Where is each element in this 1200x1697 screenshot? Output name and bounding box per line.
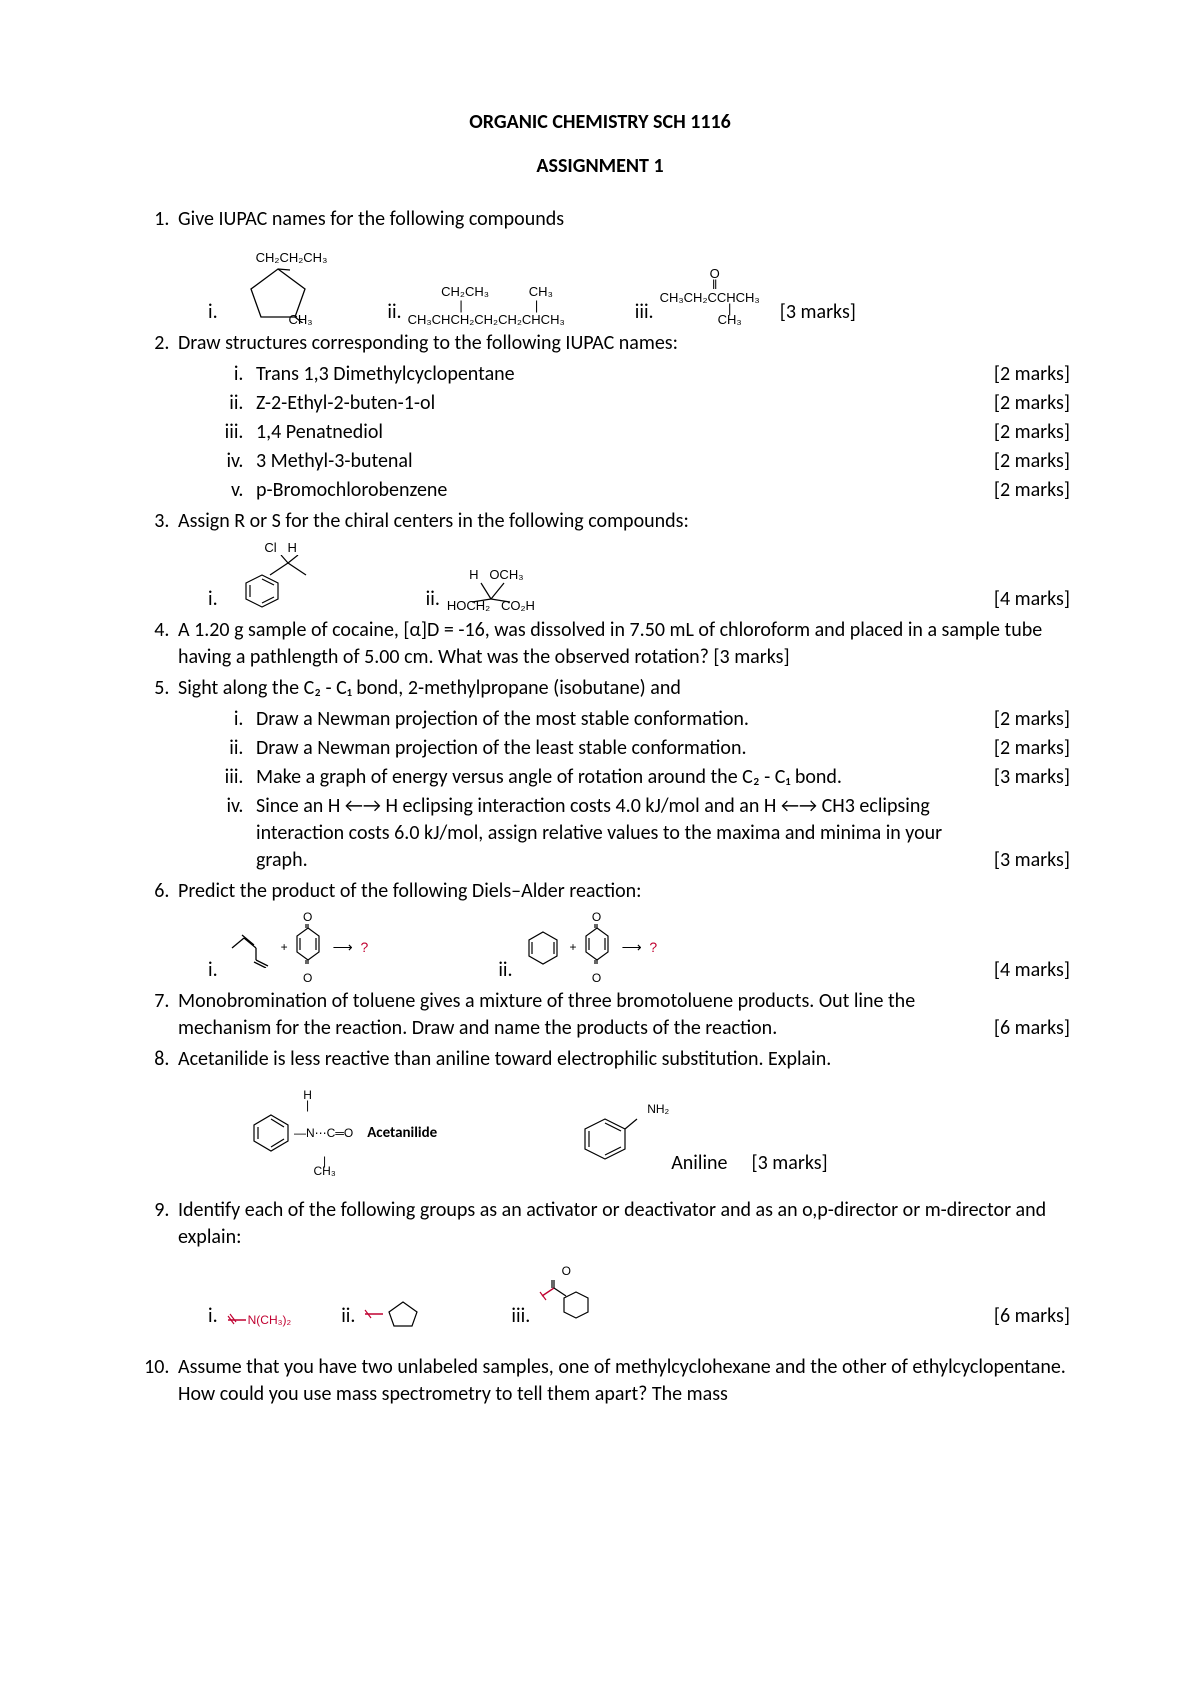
q2-iii: 1,4 Penatnediol[2 marks] (248, 419, 1070, 446)
q9-roman-i: i. (208, 1303, 218, 1330)
q8-figures: H | —N⋯C═O | CH₃ (208, 1089, 1070, 1177)
q3: Assign R or S for the chiral centers in … (174, 508, 1070, 613)
q3-marks: [4 marks] (994, 586, 1070, 613)
q1-fig-iii-main: CH₃CH₂CCHCH₃ (660, 291, 760, 305)
q6-figures: i. + O (208, 911, 1070, 984)
q2-sublist: Trans 1,3 Dimethylcyclopentane[2 marks] … (178, 361, 1070, 504)
q8-label-aniline: Aniline (671, 1150, 727, 1177)
q6-roman-i: i. (208, 957, 218, 984)
q9-fig-i: N(CH₃)₂ (226, 1310, 292, 1330)
q3-roman-ii: ii. (426, 586, 440, 613)
q3-figures: i. Cl H ii. (208, 541, 1070, 613)
q7: Monobromination of toluene gives a mixtu… (174, 988, 1070, 1042)
q3-text: Assign R or S for the chiral centers in … (178, 509, 689, 533)
q1-fig-ii-top: CH₂CH₃ CH₃ (419, 285, 552, 299)
page: ORGANIC CHEMISTRY SCH 1116 ASSIGNMENT 1 … (0, 0, 1200, 1697)
q6-fig-ii: + O O ⟶ ? (521, 911, 658, 984)
q3-fig-i: Cl H (226, 541, 336, 613)
q9-roman-ii: ii. (341, 1303, 355, 1330)
q9-fig-ii (363, 1298, 421, 1330)
q6: Predict the product of the following Die… (174, 878, 1070, 984)
q10: Assume that you have two unlabeled sampl… (174, 1354, 1070, 1408)
q3-roman-i: i. (208, 586, 218, 613)
q1-fig-iii-sub: CH₃ (718, 313, 742, 327)
q2-v: p-Bromochlorobenzene[2 marks] (248, 477, 1070, 504)
q6-text: Predict the product of the following Die… (178, 879, 642, 903)
q4: A 1.20 g sample of cocaine, [α]D = -16, … (174, 617, 1070, 671)
q5-sublist: Draw a Newman projection of the most sta… (178, 706, 1070, 874)
q5: Sight along the C₂ - C₁ bond, 2-methylpr… (174, 675, 1070, 874)
q8-marks: [3 marks] (752, 1150, 828, 1177)
q4-text: A 1.20 g sample of cocaine, [α]D = -16, … (178, 618, 1042, 669)
q7-marks: [6 marks] (994, 1015, 1070, 1042)
q9-roman-iii: iii. (511, 1303, 530, 1330)
q1-fig-ii: CH₂CH₃ CH₃ | | CH₃CHCH₂CH₂CH₂CHCH₃ (408, 285, 565, 326)
acyl-cyclohexane-icon (538, 1278, 594, 1322)
q1-fig-i-bot: CH₃ (288, 313, 312, 327)
quinone-icon (293, 924, 323, 964)
q5-iii: Make a graph of energy versus angle of r… (248, 764, 1070, 791)
bond-zigzag-icon-2 (363, 1304, 385, 1324)
q6-marks: [4 marks] (994, 957, 1070, 984)
q9-figures: i. N(CH₃)₂ ii. (208, 1265, 1070, 1330)
q1-figures: i. CH₂CH₂CH₃ CH₃ ii. CH₂CH₃ CH₃ (208, 251, 1070, 326)
q6-roman-ii: ii. (498, 957, 512, 984)
cyclohexadiene-icon (521, 928, 565, 968)
q9: Identify each of the following groups as… (174, 1197, 1070, 1330)
q5-i: Draw a Newman projection of the most sta… (248, 706, 1070, 733)
q3-fig-i-svg (226, 555, 336, 613)
q1: Give IUPAC names for the following compo… (174, 206, 1070, 326)
q1-fig-i: CH₂CH₂CH₃ CH₃ (228, 251, 328, 326)
question-list: Give IUPAC names for the following compo… (130, 206, 1070, 1408)
q1-fig-iii: O ‖ CH₃CH₂CCHCH₃ | CH₃ (660, 267, 760, 326)
q2-text: Draw structures corresponding to the fol… (178, 331, 678, 355)
q1-roman-i: i. (208, 299, 218, 326)
q1-roman-iii: iii. (635, 299, 654, 326)
q8-acetanilide: H | —N⋯C═O | CH₃ (248, 1089, 437, 1177)
q9-text: Identify each of the following groups as… (178, 1198, 1046, 1249)
q3-fig-ii: H OCH₃ HOCH₂ CO₂H (446, 568, 536, 613)
benzene-icon (248, 1111, 294, 1155)
q5-iv: Since an H ←→ H eclipsing interaction co… (248, 793, 1070, 874)
q8-label-acet: Acetanilide (367, 1123, 437, 1143)
q1-text: Give IUPAC names for the following compo… (178, 207, 564, 231)
bond-zigzag-icon (226, 1310, 248, 1330)
q9-fig-iii: O (538, 1265, 594, 1330)
q2-iv: 3 Methyl-3-butenal[2 marks] (248, 448, 1070, 475)
q8-aniline: NH₂ Aniline (577, 1109, 727, 1177)
page-title: ORGANIC CHEMISTRY SCH 1116 (130, 110, 1070, 134)
q5-text: Sight along the C₂ - C₁ bond, 2-methylpr… (178, 676, 681, 700)
quinone-icon-2 (582, 924, 612, 964)
q1-marks: [3 marks] (780, 299, 856, 326)
page-subtitle: ASSIGNMENT 1 (130, 154, 1070, 178)
q7-text: Monobromination of toluene gives a mixtu… (178, 988, 948, 1042)
q2-ii: Z-2-Ethyl-2-buten-1-ol[2 marks] (248, 390, 1070, 417)
q1-fig-ii-main: CH₃CHCH₂CH₂CH₂CHCH₃ (408, 313, 565, 327)
q5-ii: Draw a Newman projection of the least st… (248, 735, 1070, 762)
q2: Draw structures corresponding to the fol… (174, 330, 1070, 504)
q1-roman-ii: ii. (387, 299, 401, 326)
q9-marks: [6 marks] (994, 1303, 1070, 1330)
diene-i-icon (226, 928, 276, 968)
q6-fig-i: + O O ⟶ ? (226, 911, 369, 984)
q8: Acetanilide is less reactive than anilin… (174, 1046, 1070, 1177)
benzene-aniline-icon (577, 1109, 647, 1169)
quinone-ii: O O (582, 911, 612, 984)
cyclopentane-small-icon (385, 1298, 421, 1330)
quinone-i: O O (293, 911, 323, 984)
q10-text: Assume that you have two unlabeled sampl… (178, 1355, 1066, 1406)
q2-i: Trans 1,3 Dimethylcyclopentane[2 marks] (248, 361, 1070, 388)
q8-text: Acetanilide is less reactive than anilin… (178, 1047, 831, 1071)
